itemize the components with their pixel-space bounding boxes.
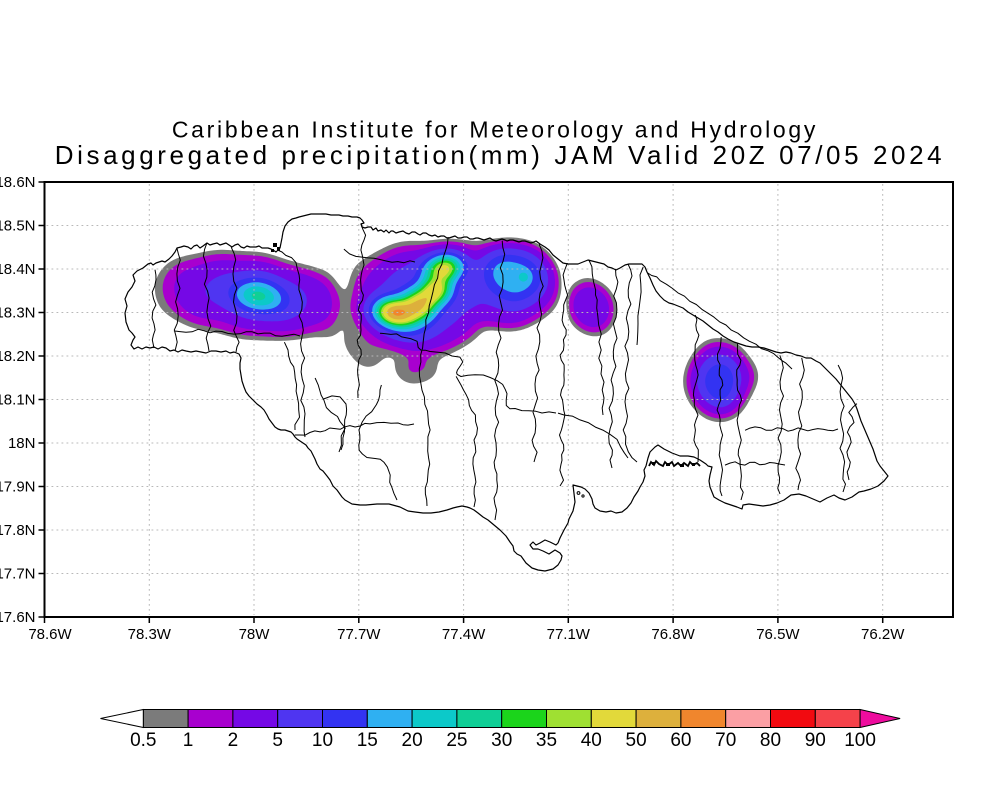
- svg-text:17.8N: 17.8N: [0, 522, 36, 539]
- svg-text:76.5W: 76.5W: [756, 626, 800, 643]
- svg-text:30: 30: [491, 730, 512, 751]
- svg-text:40: 40: [581, 730, 602, 751]
- svg-text:Caribbean Institute for Meteor: Caribbean Institute for Meteorology and …: [172, 117, 818, 143]
- svg-text:5: 5: [272, 730, 283, 751]
- svg-text:18.6N: 18.6N: [0, 174, 36, 191]
- svg-text:50: 50: [626, 730, 647, 751]
- svg-text:25: 25: [446, 730, 467, 751]
- svg-text:70: 70: [715, 730, 736, 751]
- svg-text:77.7W: 77.7W: [337, 626, 381, 643]
- svg-text:1: 1: [183, 730, 194, 751]
- svg-text:17.9N: 17.9N: [0, 479, 36, 496]
- svg-text:17.6N: 17.6N: [0, 609, 36, 626]
- svg-text:Disaggregated precipitation(mm: Disaggregated precipitation(mm) JAM Vali…: [55, 140, 945, 170]
- svg-text:2: 2: [228, 730, 239, 751]
- svg-text:35: 35: [536, 730, 557, 751]
- svg-text:78.3W: 78.3W: [128, 626, 172, 643]
- svg-text:0.5: 0.5: [130, 730, 156, 751]
- svg-text:80: 80: [760, 730, 781, 751]
- svg-text:18.2N: 18.2N: [0, 348, 36, 365]
- svg-text:78.6W: 78.6W: [28, 626, 72, 643]
- svg-text:10: 10: [312, 730, 333, 751]
- svg-text:20: 20: [402, 730, 423, 751]
- svg-text:90: 90: [805, 730, 826, 751]
- svg-text:18N: 18N: [8, 435, 36, 452]
- svg-text:77.4W: 77.4W: [442, 626, 486, 643]
- svg-text:76.8W: 76.8W: [651, 626, 695, 643]
- svg-text:18.4N: 18.4N: [0, 261, 36, 278]
- svg-text:18.1N: 18.1N: [0, 392, 36, 409]
- svg-text:18.5N: 18.5N: [0, 218, 36, 235]
- svg-text:76.2W: 76.2W: [861, 626, 905, 643]
- svg-text:18.3N: 18.3N: [0, 305, 36, 322]
- svg-text:60: 60: [670, 730, 691, 751]
- svg-text:100: 100: [844, 730, 876, 751]
- svg-text:77.1W: 77.1W: [547, 626, 591, 643]
- svg-text:78W: 78W: [239, 626, 271, 643]
- svg-text:17.7N: 17.7N: [0, 566, 36, 583]
- svg-text:15: 15: [357, 730, 378, 751]
